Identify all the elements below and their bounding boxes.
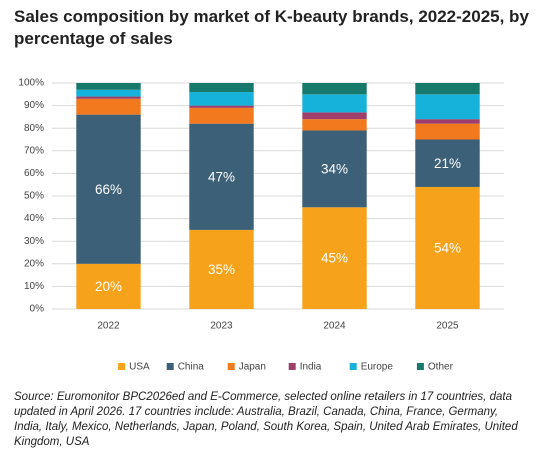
legend-swatch: [118, 363, 126, 370]
legend-swatch: [166, 363, 174, 370]
legend-label: USA: [129, 362, 150, 373]
data-label: 45%: [321, 251, 348, 266]
bar-segment: [302, 119, 367, 131]
bar-segment: [189, 123, 254, 230]
bar-segment: [302, 130, 367, 208]
legend-swatch: [349, 363, 357, 370]
y-tick-label: 30%: [24, 236, 44, 247]
y-tick-label: 50%: [24, 191, 44, 202]
bar-segment: [415, 139, 480, 187]
bar-segment: [415, 123, 480, 140]
bar-segment: [415, 119, 480, 124]
legend-label: Europe: [361, 362, 394, 373]
data-label: 66%: [95, 182, 122, 197]
bar-segment: [76, 83, 141, 90]
data-label: 34%: [321, 161, 348, 176]
bar-segment: [415, 83, 480, 95]
chart-title: Sales composition by market of K-beauty …: [14, 7, 529, 48]
bar-segment: [415, 186, 480, 309]
bar-segment: [189, 107, 254, 124]
bar-segment: [76, 98, 141, 115]
y-tick-label: 60%: [24, 168, 44, 179]
legend-label: Other: [428, 362, 454, 373]
data-label: 20%: [95, 279, 122, 294]
bar-segment: [76, 89, 141, 97]
bar-segment: [189, 229, 254, 309]
y-tick-label: 20%: [24, 258, 44, 269]
legend-swatch: [227, 363, 235, 370]
legend-label: China: [178, 362, 205, 373]
bar-segment: [302, 207, 367, 309]
y-tick-label: 10%: [24, 281, 44, 292]
legend-swatch: [288, 363, 296, 370]
data-label: 35%: [208, 262, 235, 277]
x-tick-label: 2022: [97, 321, 120, 332]
y-tick-label: 80%: [24, 123, 44, 134]
bar-segment: [302, 94, 367, 113]
y-tick-label: 90%: [24, 100, 44, 111]
bar-segment: [189, 105, 254, 108]
x-tick-label: 2023: [210, 321, 233, 332]
bar-segment: [302, 112, 367, 120]
y-tick-label: 0%: [30, 304, 45, 315]
legend-swatch: [416, 363, 424, 370]
source-note: Source: Euromonitor BPC2026ed and E-Comm…: [14, 391, 518, 448]
data-label: 54%: [434, 241, 461, 256]
bar-segment: [302, 83, 367, 95]
bar-segment: [76, 114, 141, 264]
bar-segment: [76, 96, 141, 99]
y-tick-label: 100%: [18, 78, 44, 89]
y-tick-label: 70%: [24, 145, 44, 156]
bar-segment: [189, 83, 254, 93]
data-label: 47%: [208, 169, 235, 184]
bar-segment: [76, 263, 141, 309]
bar-segment: [415, 94, 480, 120]
x-tick-label: 2024: [323, 321, 346, 332]
x-tick-label: 2025: [436, 321, 459, 332]
legend-label: India: [300, 362, 322, 373]
legend-label: Japan: [239, 362, 266, 373]
chart: 0% 10% 20% 30% 40% 50% 60% 70% 80% 90% 100% 2022 20%…: [18, 78, 504, 373]
data-label: 21%: [434, 156, 461, 171]
y-tick-label: 40%: [24, 213, 44, 224]
bar-segment: [189, 92, 254, 106]
